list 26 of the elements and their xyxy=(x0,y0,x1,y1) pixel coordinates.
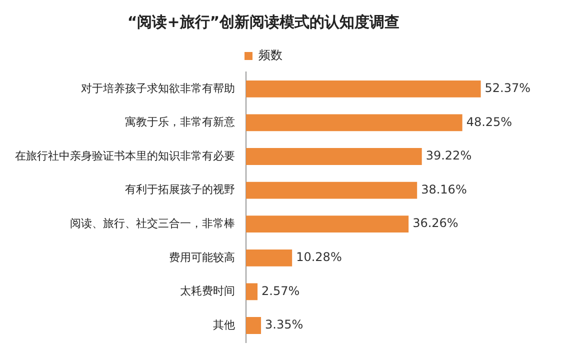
y-tick-label: 太耗费时间 xyxy=(180,284,235,298)
data-label: 10.28% xyxy=(296,250,342,264)
bar xyxy=(246,317,262,334)
legend-label: 频数 xyxy=(258,48,282,62)
y-tick-label: 其他 xyxy=(213,318,235,332)
bar xyxy=(246,216,409,233)
y-tick-label: 对于培养孩子求知欲非常有帮助 xyxy=(81,82,235,95)
bar xyxy=(246,114,462,132)
y-tick-label: 在旅行社中亲身验证书本里的知识非常有必要 xyxy=(15,149,235,162)
y-tick-label: 有利于拓展孩子的视野 xyxy=(125,183,235,196)
y-tick-label: 寓教于乐，非常有新意 xyxy=(125,116,235,129)
data-label: 38.16% xyxy=(421,182,467,196)
data-label: 39.22% xyxy=(426,148,472,163)
bar xyxy=(246,182,418,199)
chart-title: “阅读+旅行”创新阅读模式的认知度调查 xyxy=(127,12,400,31)
bar xyxy=(246,249,292,266)
y-tick-label: 阅读、旅行、社交三合一，非常棒 xyxy=(70,216,235,230)
data-label: 48.25% xyxy=(466,114,512,129)
data-label: 36.26% xyxy=(412,216,458,230)
bar xyxy=(246,148,422,165)
bar xyxy=(246,283,258,300)
y-tick-label: 费用可能较高 xyxy=(169,250,235,264)
data-label: 2.57% xyxy=(262,284,300,298)
data-label: 3.35% xyxy=(265,318,304,332)
data-label: 52.37% xyxy=(484,81,531,96)
bar xyxy=(246,80,481,98)
